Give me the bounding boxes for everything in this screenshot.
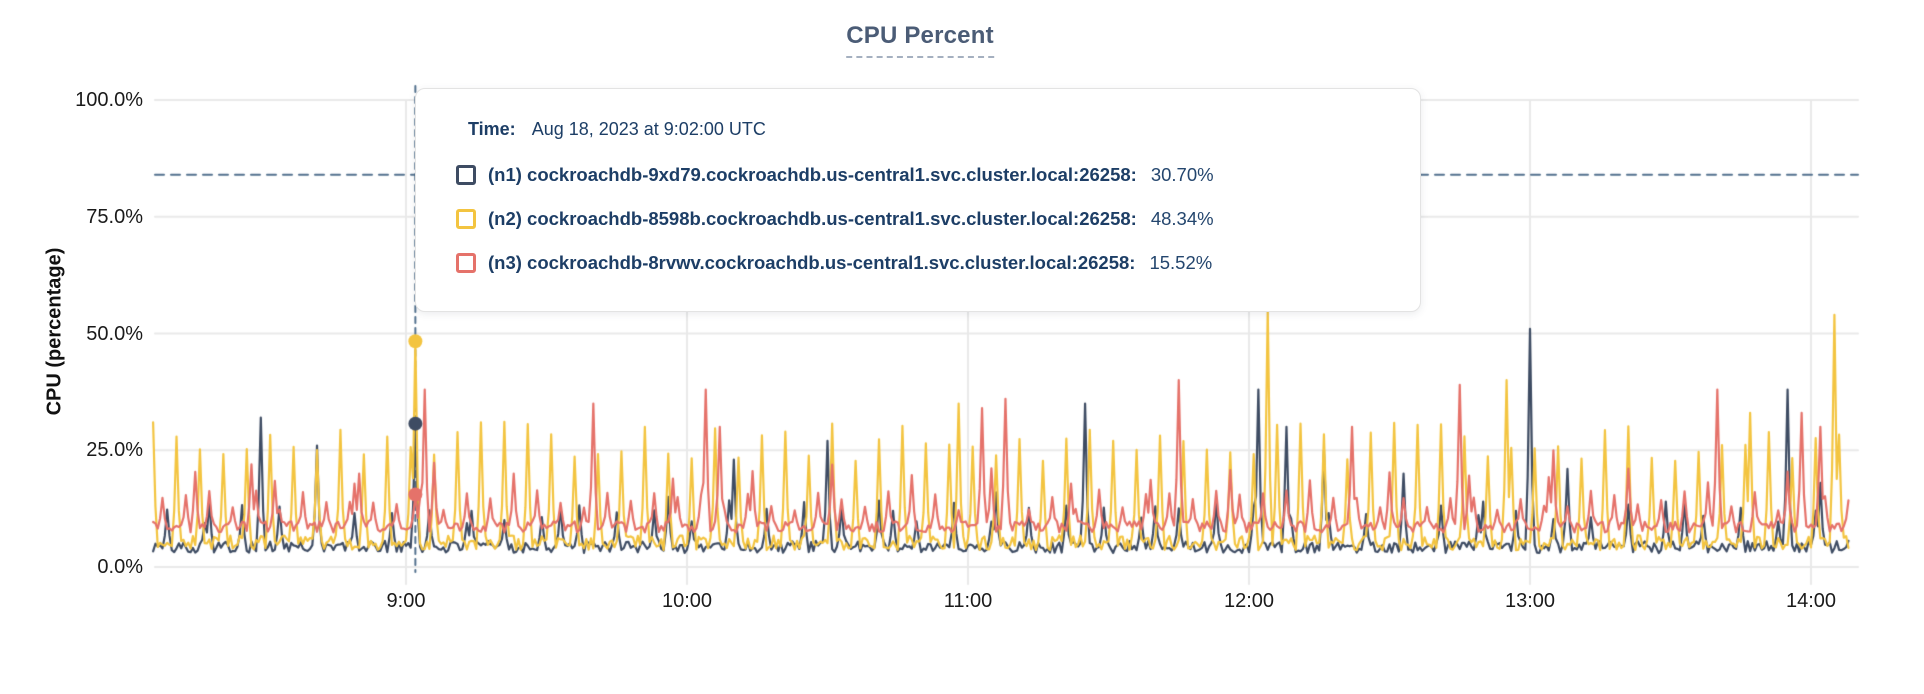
x-tick-9: 9:00: [386, 590, 426, 612]
x-tick-13: 13:00: [1504, 590, 1556, 612]
tooltip-series-row-n3: (n3) cockroachdb-8rvwv.cockroachdb.us-ce…: [456, 252, 1384, 274]
n3-series-value: 15.52%: [1149, 252, 1213, 273]
x-tick-12: 12:00: [1223, 590, 1275, 612]
n3-series-swatch-icon: [456, 253, 476, 273]
n1-series-value: 30.70%: [1150, 164, 1214, 185]
n3-series-label: (n3) cockroachdb-8rvwv.cockroachdb.us-ce…: [488, 252, 1136, 273]
n1-series-label: (n1) cockroachdb-9xd79.cockroachdb.us-ce…: [488, 164, 1137, 185]
tooltip-time-label: Time:: [468, 119, 516, 139]
x-tick-14: 14:00: [1785, 590, 1837, 612]
tooltip-time-value: Aug 18, 2023 at 9:02:00 UTC: [531, 119, 766, 139]
n2-series-value: 48.34%: [1150, 208, 1214, 229]
y-tick-100: 100.0%: [75, 89, 143, 111]
n1-series-swatch-icon: [456, 165, 476, 185]
y-tick-0: 0.0%: [97, 556, 143, 578]
chart-hover-tooltip: Time: Aug 18, 2023 at 9:02:00 UTC (n1) co…: [415, 88, 1421, 312]
tooltip-series-row-n1: (n1) cockroachdb-9xd79.cockroachdb.us-ce…: [456, 164, 1384, 186]
x-tick-11: 11:00: [943, 590, 993, 612]
y-tick-75: 75.0%: [86, 205, 143, 228]
tooltip-series-row-n2: (n2) cockroachdb-8598b.cockroachdb.us-ce…: [456, 208, 1384, 230]
n2-series-label: (n2) cockroachdb-8598b.cockroachdb.us-ce…: [488, 208, 1137, 229]
tooltip-time-row: Time: Aug 18, 2023 at 9:02:00 UTC: [468, 119, 1384, 140]
n2-series-swatch-icon: [456, 209, 476, 229]
y-tick-25: 25.0%: [86, 439, 143, 462]
y-tick-50: 50.0%: [86, 322, 143, 345]
x-tick-10: 10:00: [661, 590, 713, 612]
